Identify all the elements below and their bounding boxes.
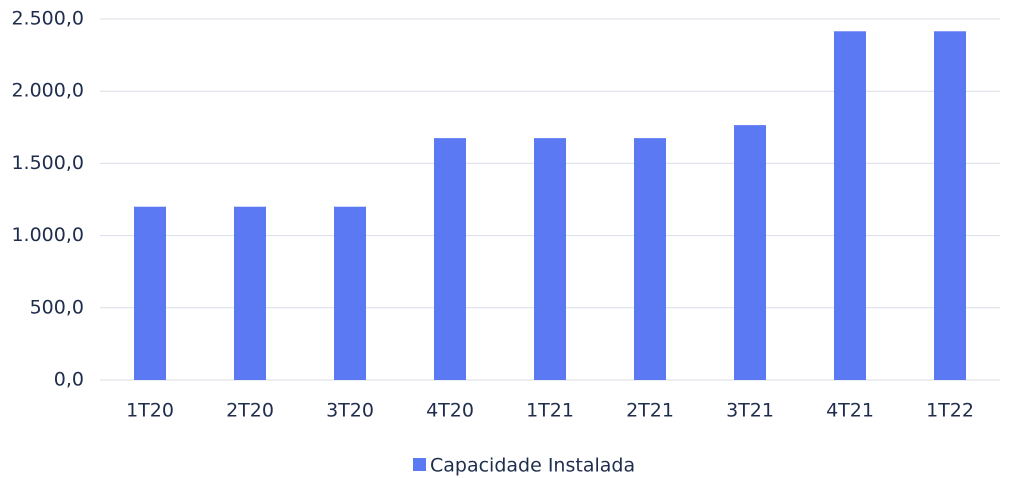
x-tick-label: 1T22	[926, 400, 974, 422]
x-tick-label: 2T21	[626, 400, 674, 422]
bar	[434, 138, 466, 380]
y-tick-label: 0,0	[54, 369, 84, 391]
y-tick-label: 1.500,0	[11, 152, 84, 174]
bar	[134, 206, 166, 380]
x-tick-label: 2T20	[226, 400, 274, 422]
x-tick-label: 3T20	[326, 400, 374, 422]
bar	[534, 138, 566, 380]
bar	[834, 31, 866, 381]
legend-swatch	[413, 458, 426, 471]
x-tick-label: 4T21	[826, 400, 874, 422]
y-tick-label: 2.000,0	[11, 80, 84, 102]
bar	[334, 206, 366, 380]
bar	[634, 138, 666, 380]
bar	[734, 125, 766, 380]
y-tick-label: 2.500,0	[11, 8, 84, 30]
x-tick-label: 1T20	[126, 400, 174, 422]
y-tick-label: 1.000,0	[11, 224, 84, 246]
bar	[934, 31, 966, 381]
bar	[234, 206, 266, 380]
x-tick-label: 3T21	[726, 400, 774, 422]
x-tick-label: 1T21	[526, 400, 574, 422]
x-tick-label: 4T20	[426, 400, 474, 422]
y-tick-label: 500,0	[30, 296, 84, 318]
legend-label: Capacidade Instalada	[430, 455, 635, 477]
